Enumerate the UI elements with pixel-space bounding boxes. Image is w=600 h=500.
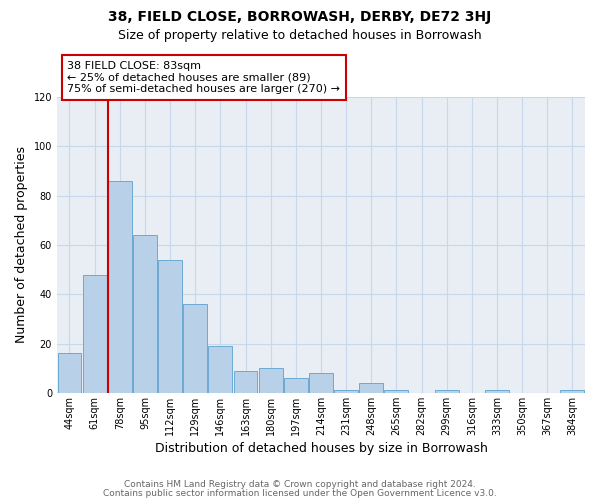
Bar bbox=[560, 390, 584, 393]
Bar bbox=[133, 235, 157, 393]
Bar bbox=[284, 378, 308, 393]
Text: Contains HM Land Registry data © Crown copyright and database right 2024.: Contains HM Land Registry data © Crown c… bbox=[124, 480, 476, 489]
Bar bbox=[485, 390, 509, 393]
Bar bbox=[334, 390, 358, 393]
Bar bbox=[259, 368, 283, 393]
Bar bbox=[435, 390, 458, 393]
Bar bbox=[233, 370, 257, 393]
Bar bbox=[385, 390, 409, 393]
Text: 38, FIELD CLOSE, BORROWASH, DERBY, DE72 3HJ: 38, FIELD CLOSE, BORROWASH, DERBY, DE72 … bbox=[109, 10, 491, 24]
X-axis label: Distribution of detached houses by size in Borrowash: Distribution of detached houses by size … bbox=[155, 442, 487, 455]
Bar bbox=[208, 346, 232, 393]
Bar bbox=[359, 383, 383, 393]
Bar bbox=[183, 304, 207, 393]
Bar bbox=[108, 181, 132, 393]
Y-axis label: Number of detached properties: Number of detached properties bbox=[15, 146, 28, 344]
Bar bbox=[83, 274, 107, 393]
Text: Contains public sector information licensed under the Open Government Licence v3: Contains public sector information licen… bbox=[103, 489, 497, 498]
Text: 38 FIELD CLOSE: 83sqm
← 25% of detached houses are smaller (89)
75% of semi-deta: 38 FIELD CLOSE: 83sqm ← 25% of detached … bbox=[67, 61, 340, 94]
Bar bbox=[309, 373, 333, 393]
Bar bbox=[158, 260, 182, 393]
Text: Size of property relative to detached houses in Borrowash: Size of property relative to detached ho… bbox=[118, 29, 482, 42]
Bar bbox=[58, 354, 82, 393]
